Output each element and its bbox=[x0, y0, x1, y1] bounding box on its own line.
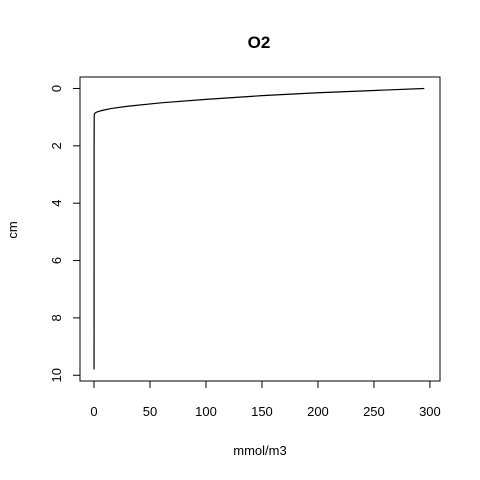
plot-frame bbox=[79, 76, 441, 382]
y-tick-label: 10 bbox=[49, 368, 64, 382]
y-tick-label: 2 bbox=[49, 142, 64, 149]
x-tick-label: 300 bbox=[419, 404, 441, 419]
series-layer bbox=[93, 87, 425, 370]
y-tick-label: 4 bbox=[49, 200, 64, 207]
y-tick-label: 0 bbox=[49, 85, 64, 92]
x-tick-label: 100 bbox=[195, 404, 217, 419]
x-tick-label: 250 bbox=[363, 404, 385, 419]
series-line bbox=[93, 87, 425, 370]
x-axis: 0 50 100 150 200 250 300 bbox=[90, 380, 441, 419]
x-tick-label: 150 bbox=[251, 404, 273, 419]
y-tick-label: 8 bbox=[49, 314, 64, 321]
y-axis: 0 2 4 6 8 10 bbox=[49, 85, 81, 382]
y-axis-label: cm bbox=[5, 221, 20, 238]
x-axis-label: mmol/m3 bbox=[233, 443, 286, 458]
chart-title: O2 bbox=[248, 33, 271, 52]
x-tick-label: 50 bbox=[143, 404, 157, 419]
y-tick-label: 6 bbox=[49, 257, 64, 264]
x-tick-label: 200 bbox=[307, 404, 329, 419]
x-tick-label: 0 bbox=[90, 404, 97, 419]
